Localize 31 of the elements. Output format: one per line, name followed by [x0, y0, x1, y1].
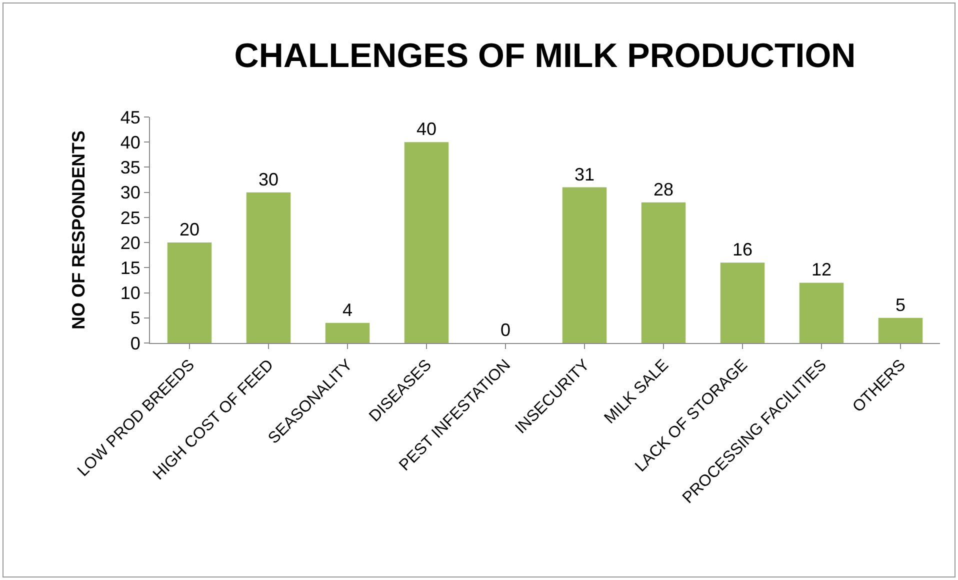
y-tick-label: 0 — [130, 333, 140, 354]
bar — [562, 187, 607, 343]
data-label: 0 — [500, 320, 511, 340]
y-tick-label: 35 — [120, 158, 140, 178]
bar — [720, 262, 765, 343]
data-label: 12 — [811, 260, 832, 280]
bar — [246, 192, 291, 343]
data-label: 20 — [179, 220, 200, 240]
data-label: 28 — [653, 179, 674, 200]
bar — [878, 318, 923, 343]
y-tick-label: 40 — [120, 132, 140, 152]
y-axis-title: NO OF RESPONDENTS — [68, 130, 89, 330]
bar — [325, 322, 370, 343]
data-label: 31 — [574, 164, 595, 184]
bar — [641, 202, 686, 343]
y-tick-label: 15 — [120, 258, 140, 278]
data-label: 40 — [416, 119, 437, 140]
data-label: 16 — [732, 240, 753, 260]
y-tick-label: 10 — [120, 283, 140, 304]
y-tick-label: 25 — [120, 208, 140, 228]
bar — [404, 142, 449, 343]
data-label: 30 — [258, 169, 279, 190]
data-label: 4 — [342, 300, 353, 320]
y-tick-label: 5 — [130, 308, 140, 328]
y-tick-label: 45 — [120, 107, 140, 128]
data-label: 5 — [895, 294, 906, 315]
y-tick-label: 20 — [120, 232, 140, 253]
y-tick-label: 30 — [120, 182, 140, 203]
bar — [167, 242, 212, 343]
bar — [799, 282, 844, 343]
chart-title: CHALLENGES OF MILK PRODUCTION — [234, 36, 856, 75]
